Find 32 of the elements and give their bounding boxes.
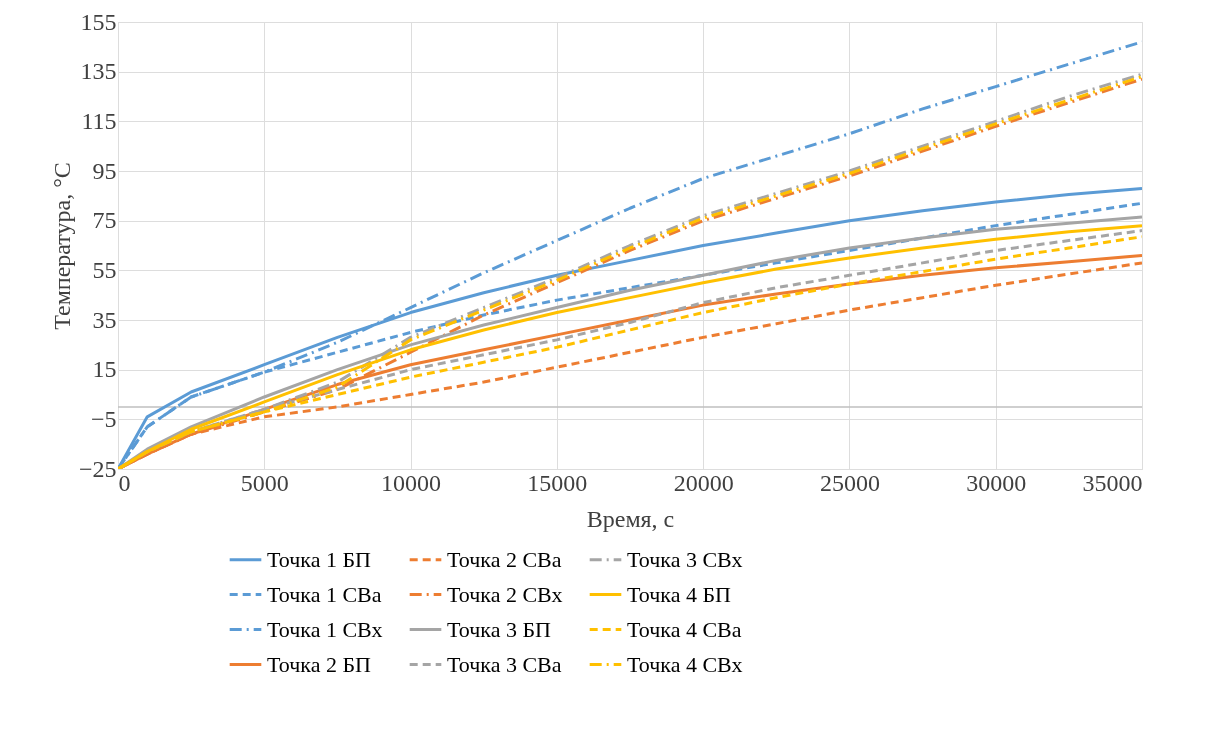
y-tick-label: 95 [92,157,117,184]
x-tick-label: 0 [118,469,131,496]
x-tick-label: 20000 [673,469,734,496]
legend-label: Точка 1 СВа [267,581,382,607]
x-axis-title: Время, с [586,505,675,532]
legend-label: Точка 4 СВх [627,651,743,677]
legend-label: Точка 1 СВх [267,616,383,642]
y-axis-title: Температура, °C [48,162,75,330]
x-tick-label: 30000 [966,469,1027,496]
x-tick-label: 35000 [1082,469,1143,496]
y-tick-label: 35 [92,306,117,333]
y-tick-label: 75 [92,207,117,234]
legend-label: Точка 4 БП [627,581,732,607]
legend-label: Точка 3 СВа [447,651,562,677]
y-tick-label: −25 [78,455,117,482]
legend-label: Точка 1 БП [267,546,372,572]
y-tick-label: 155 [80,8,117,35]
legend-label: Точка 4 СВа [627,616,742,642]
y-tick-label: 15 [92,356,117,383]
x-tick-label: 15000 [527,469,588,496]
y-tick-label: 55 [92,256,117,283]
y-tick-label: 135 [80,58,117,85]
y-tick-label: 115 [81,107,117,134]
legend-label: Точка 2 СВа [447,546,562,572]
legend-label: Точка 3 СВх [627,546,743,572]
legend-label: Точка 2 СВх [447,581,563,607]
x-tick-label: 25000 [819,469,880,496]
x-tick-label: 5000 [240,469,289,496]
legend-label: Точка 2 БП [267,651,372,677]
y-tick-label: −5 [90,405,117,432]
legend-label: Точка 3 БП [447,616,552,642]
x-tick-label: 10000 [381,469,442,496]
